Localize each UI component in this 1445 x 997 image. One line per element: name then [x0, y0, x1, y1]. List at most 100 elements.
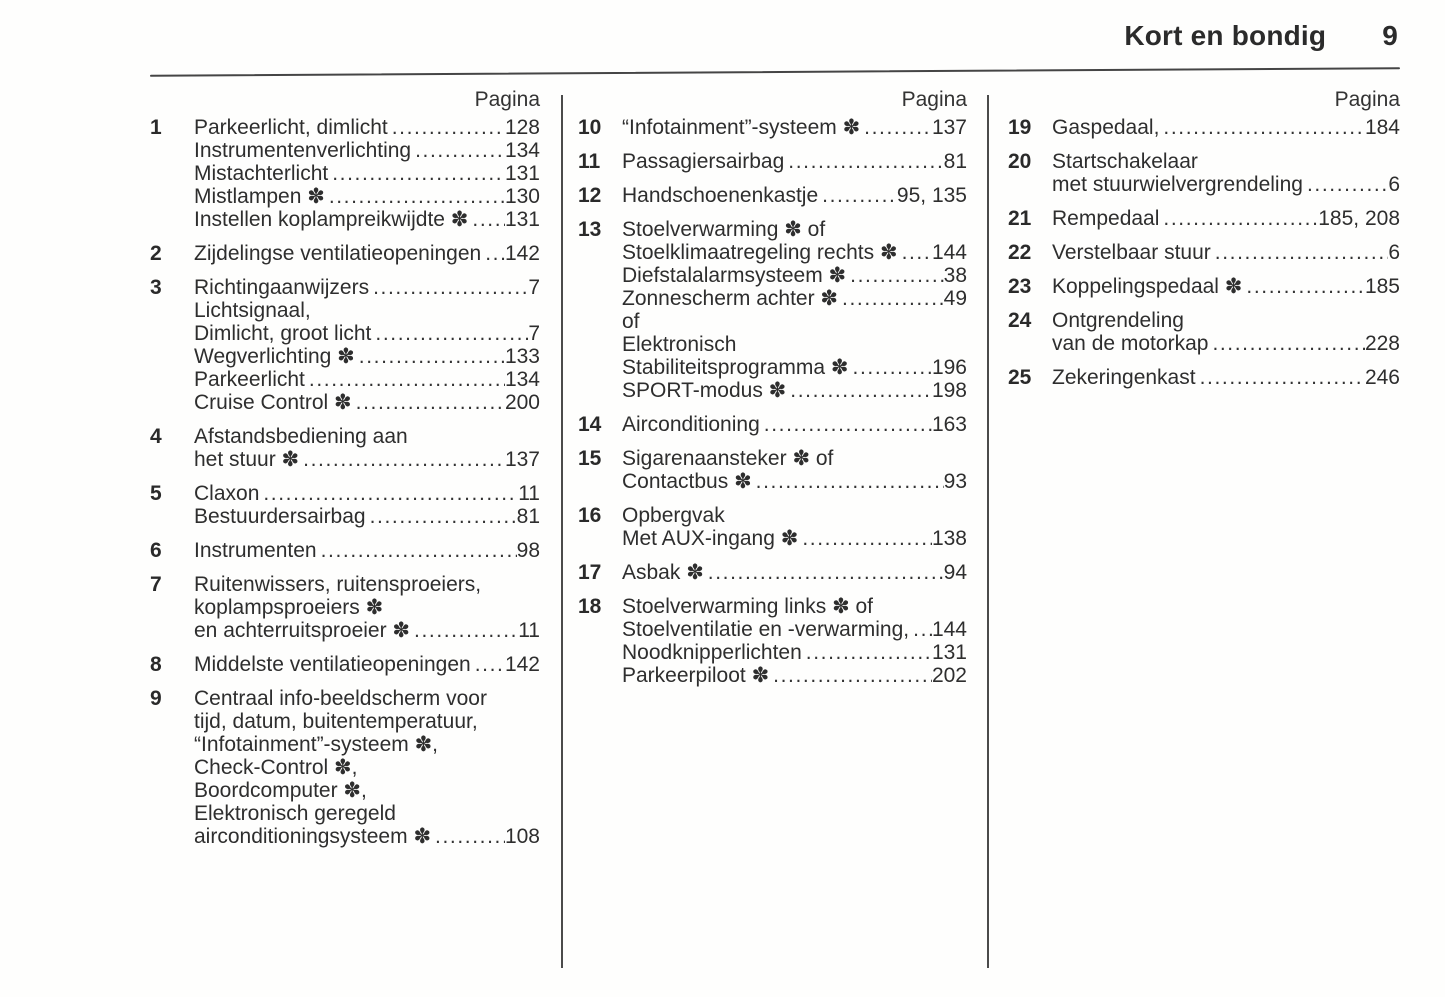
line-list: “Infotainment”-systeem ✽ 137 [622, 116, 967, 139]
entry-text: Instrumenten [194, 539, 317, 562]
entry-number: 15 [578, 447, 602, 470]
toc-entry: 22 Verstelbaar stuur 6 [1008, 241, 1400, 264]
entry-text: Mistlampen ✽ [194, 185, 325, 208]
toc-line: Parkeerlicht 134 [194, 368, 540, 391]
toc-line: Zekeringenkast 246 [1052, 366, 1400, 389]
dot-leader [371, 322, 528, 345]
toc-line: “Infotainment”-systeem ✽, [194, 733, 540, 756]
entry-number: 9 [150, 687, 162, 710]
column-divider [987, 95, 989, 968]
entry-text: van de motorkap [1052, 332, 1209, 355]
dot-leader [325, 185, 505, 208]
entry-number: 3 [150, 276, 162, 299]
line-list: Parkeerlicht, dimlicht 128 Instrumentenv… [194, 116, 540, 231]
toc-line: Startschakelaar [1052, 150, 1400, 173]
toc-entry: 7 Ruitenwissers, ruitensproeiers, koplam… [150, 573, 540, 642]
entry-page: 128 [504, 116, 540, 139]
line-list: Asbak ✽ 94 [622, 561, 967, 584]
toc-line: Rempedaal 185, 208 [1052, 207, 1400, 230]
entry-page: 49 [943, 287, 967, 310]
entry-page: 185, 208 [1318, 207, 1400, 230]
toc-line: Noodknipperlichten 131 [622, 641, 967, 664]
entry-number: 19 [1008, 116, 1032, 139]
toc-line: airconditioningsysteem ✽ 108 [194, 825, 540, 848]
entry-page: 93 [943, 470, 967, 493]
toc-line: Ruitenwissers, ruitensproeiers, [194, 573, 540, 596]
toc-line: Verstelbaar stuur 6 [1052, 241, 1400, 264]
toc-entry: 3 Richtingaanwijzers 7 Lichtsignaal, Dim… [150, 276, 540, 414]
entry-page: 137 [504, 448, 540, 471]
entry-text: Noodknipperlichten [622, 641, 802, 664]
line-list: Centraal info-beeldscherm voor tijd, dat… [194, 687, 540, 848]
toc-line: Sigarenaansteker ✽ of [622, 447, 967, 470]
dot-leader [410, 619, 518, 642]
entry-number: 20 [1008, 150, 1032, 173]
entry-text: Startschakelaar [1052, 150, 1198, 173]
entry-page: 185 [1364, 275, 1400, 298]
toc-line: Middelste ventilatieopeningen 142 [194, 653, 540, 676]
entry-text: Elektronisch [622, 333, 737, 356]
dot-leader [1196, 366, 1365, 389]
toc-line: Instrumentenverlichting 134 [194, 139, 540, 162]
entry-text: Stoelventilatie en -verwarming, [622, 618, 910, 641]
entry-page: 7 [528, 322, 540, 345]
entry-page: 134 [504, 139, 540, 162]
toc-line: Lichtsignaal, [194, 299, 540, 322]
page-number: 9 [1382, 20, 1398, 51]
entry-page: 196 [931, 356, 967, 379]
toc-entry: 12 Handschoenenkastje 95, 135 [578, 184, 967, 207]
entry-text: tijd, datum, buitentemperatuur, [194, 710, 478, 733]
entry-page: 184 [1364, 116, 1400, 139]
entry-text: Zijdelingse ventilatieopeningen [194, 242, 482, 265]
entry-number: 12 [578, 184, 602, 207]
line-list: Stoelverwarming ✽ of Stoelklimaatregelin… [622, 218, 967, 402]
line-list: Instrumenten 98 [194, 539, 540, 562]
dot-leader [1159, 116, 1365, 139]
toc-entry: 21 Rempedaal 185, 208 [1008, 207, 1400, 230]
entry-text: Gaspedaal, [1052, 116, 1160, 139]
entry-page: 246 [1364, 366, 1400, 389]
toc-line: Elektronisch geregeld [194, 802, 540, 825]
entry-text: Diefstalalarmsysteem ✽ [622, 264, 847, 287]
chapter-title: Kort en bondig [1124, 20, 1327, 51]
entry-number: 13 [578, 218, 602, 241]
entry-page: 94 [943, 561, 967, 584]
line-list: Zijdelingse ventilatieopeningen 142 [194, 242, 540, 265]
entry-text: Contactbus ✽ [622, 470, 752, 493]
entry-text: Wegverlichting ✽ [194, 345, 355, 368]
entry-number: 6 [150, 539, 162, 562]
entry-list: 19 Gaspedaal, 184 20 Startschakelaar met… [1008, 116, 1400, 389]
entry-text: Opbergvak [622, 504, 725, 527]
entry-page: 228 [1364, 332, 1400, 355]
toc-entry: 8 Middelste ventilatieopeningen 142 [150, 653, 540, 676]
toc-entry: 4 Afstandsbediening aan het stuur ✽ 137 [150, 425, 540, 471]
entry-page: 137 [931, 116, 967, 139]
line-list: Middelste ventilatieopeningen 142 [194, 653, 540, 676]
toc-line: Stabiliteitsprogramma ✽ 196 [622, 356, 967, 379]
entry-text: Koppelingspedaal ✽ [1052, 275, 1243, 298]
dot-leader [411, 139, 505, 162]
column-divider [561, 95, 563, 968]
dot-leader [317, 539, 517, 562]
page-header: Kort en bondig 9 [1124, 20, 1398, 52]
dot-leader [468, 208, 505, 231]
toc-line: Boordcomputer ✽, [194, 779, 540, 802]
dot-leader [1211, 241, 1389, 264]
entry-text: “Infotainment”-systeem ✽, [194, 733, 439, 756]
dot-leader [860, 116, 932, 139]
toc-line: Instellen koplampreikwijdte ✽ 131 [194, 208, 540, 231]
entry-text: Afstandsbediening aan [194, 425, 408, 448]
entry-text: Mistachterlicht [194, 162, 329, 185]
line-list: Claxon 11 Bestuurdersairbag 81 [194, 482, 540, 528]
toc-entry: 6 Instrumenten 98 [150, 539, 540, 562]
toc-line: en achterruitsproeier ✽ 11 [194, 619, 540, 642]
entry-text: Centraal info-beeldscherm voor [194, 687, 487, 710]
dot-leader [355, 345, 505, 368]
toc-entry: 24 Ontgrendeling van de motorkap 228 [1008, 309, 1400, 355]
entry-page: 95, 135 [896, 184, 967, 207]
dot-leader [1159, 207, 1318, 230]
line-list: Afstandsbediening aan het stuur ✽ 137 [194, 425, 540, 471]
dot-leader [369, 276, 528, 299]
entry-page: 163 [931, 413, 967, 436]
